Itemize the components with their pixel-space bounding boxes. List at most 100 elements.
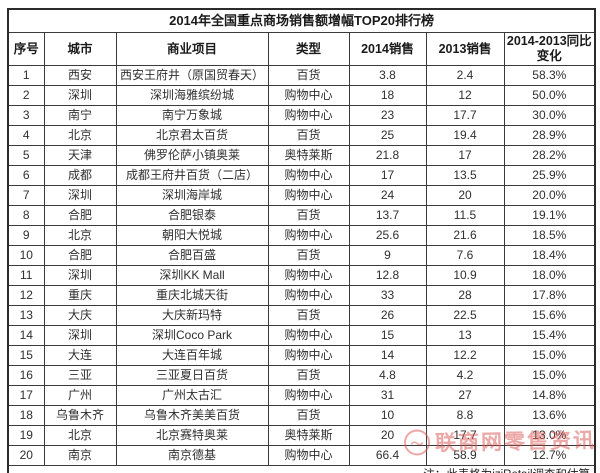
cell-project: 广州太古汇 <box>115 385 269 406</box>
table-header-row: 序号 城市 商业项目 类型 2014销售 2013销售 2014-2013同比变… <box>7 32 596 66</box>
cell-city: 乌鲁木齐 <box>43 405 117 426</box>
cell-city: 深圳 <box>43 185 117 206</box>
cell-city: 北京 <box>43 425 117 446</box>
cell-city: 西安 <box>43 65 117 86</box>
cell-project: 乌鲁木齐美美百货 <box>115 405 269 426</box>
cell-project: 南宁万象城 <box>115 105 269 126</box>
col-header-city: 城市 <box>43 32 117 66</box>
table-row: 6 成都 成都王府井百货（二店） 购物中心 17 13.5 25.9% <box>7 165 596 186</box>
cell-sales-2013: 2.4 <box>425 65 505 86</box>
cell-type: 购物中心 <box>267 225 350 246</box>
cell-rank: 16 <box>7 365 45 386</box>
cell-city: 北京 <box>43 125 117 146</box>
cell-yoy-change: 28.9% <box>503 125 596 146</box>
cell-city: 重庆 <box>43 285 117 306</box>
cell-yoy-change: 14.8% <box>503 385 596 406</box>
col-header-yoy-change: 2014-2013同比变化 <box>503 32 596 66</box>
cell-sales-2013: 13 <box>425 325 505 346</box>
cell-sales-2014: 25.6 <box>348 225 427 246</box>
cell-sales-2013: 12.2 <box>425 345 505 366</box>
cell-city: 北京 <box>43 225 117 246</box>
cell-project: 佛罗伦萨小镇奥莱 <box>115 145 269 166</box>
cell-type: 百货 <box>267 245 350 266</box>
cell-project: 重庆北城天街 <box>115 285 269 306</box>
cell-city: 三亚 <box>43 365 117 386</box>
cell-sales-2013: 20 <box>425 185 505 206</box>
table-row: 7 深圳 深圳海岸城 购物中心 24 20 20.0% <box>7 185 596 206</box>
cell-project: 成都王府井百货（二店） <box>115 165 269 186</box>
cell-project: 南京德基 <box>115 445 269 466</box>
cell-sales-2014: 17 <box>348 165 427 186</box>
cell-sales-2014: 3.8 <box>348 65 427 86</box>
cell-project: 合肥百盛 <box>115 245 269 266</box>
cell-sales-2014: 26 <box>348 305 427 326</box>
cell-yoy-change: 28.2% <box>503 145 596 166</box>
table-row: 15 大连 大连百年城 购物中心 14 12.2 15.0% <box>7 345 596 366</box>
cell-rank: 10 <box>7 245 45 266</box>
cell-type: 奥特莱斯 <box>267 425 350 446</box>
cell-sales-2014: 10 <box>348 405 427 426</box>
cell-yoy-change: 15.4% <box>503 325 596 346</box>
cell-city: 合肥 <box>43 245 117 266</box>
cell-sales-2014: 12.8 <box>348 265 427 286</box>
cell-sales-2014: 13.7 <box>348 205 427 226</box>
cell-city: 深圳 <box>43 325 117 346</box>
cell-project: 北京君太百货 <box>115 125 269 146</box>
col-header-project: 商业项目 <box>115 32 269 66</box>
cell-yoy-change: 15.0% <box>503 365 596 386</box>
cell-rank: 7 <box>7 185 45 206</box>
table-row: 8 合肥 合肥银泰 百货 13.7 11.5 19.1% <box>7 205 596 226</box>
cell-sales-2014: 66.4 <box>348 445 427 466</box>
table-row: 11 深圳 深圳KK Mall 购物中心 12.8 10.9 18.0% <box>7 265 596 286</box>
cell-project: 深圳海雅缤纷城 <box>115 85 269 106</box>
cell-yoy-change: 13.6% <box>503 405 596 426</box>
cell-yoy-change: 15.0% <box>503 345 596 366</box>
cell-rank: 4 <box>7 125 45 146</box>
cell-sales-2013: 17 <box>425 145 505 166</box>
cell-type: 购物中心 <box>267 285 350 306</box>
cell-sales-2013: 58.9 <box>425 445 505 466</box>
table-body: 1 西安 西安王府井（原国贸春天） 百货 3.8 2.4 58.3% 2 深圳 … <box>7 65 596 466</box>
table-row: 5 天津 佛罗伦萨小镇奥莱 奥特莱斯 21.8 17 28.2% <box>7 145 596 166</box>
cell-rank: 13 <box>7 305 45 326</box>
cell-type: 百货 <box>267 365 350 386</box>
cell-city: 深圳 <box>43 265 117 286</box>
cell-sales-2013: 22.5 <box>425 305 505 326</box>
cell-type: 奥特莱斯 <box>267 145 350 166</box>
cell-sales-2014: 18 <box>348 85 427 106</box>
cell-yoy-change: 18.0% <box>503 265 596 286</box>
cell-yoy-change: 25.9% <box>503 165 596 186</box>
cell-sales-2013: 21.6 <box>425 225 505 246</box>
cell-type: 购物中心 <box>267 105 350 126</box>
cell-type: 百货 <box>267 65 350 86</box>
table-row: 3 南宁 南宁万象城 购物中心 23 17.7 30.0% <box>7 105 596 126</box>
cell-rank: 2 <box>7 85 45 106</box>
cell-project: 朝阳大悦城 <box>115 225 269 246</box>
table-row: 10 合肥 合肥百盛 百货 9 7.6 18.4% <box>7 245 596 266</box>
cell-city: 合肥 <box>43 205 117 226</box>
cell-sales-2013: 11.5 <box>425 205 505 226</box>
sales-ranking-table: 2014年全国重点商场销售额增幅TOP20排行榜 序号 城市 商业项目 类型 2… <box>7 8 597 473</box>
cell-type: 百货 <box>267 125 350 146</box>
cell-sales-2014: 15 <box>348 325 427 346</box>
cell-sales-2013: 17.7 <box>425 425 505 446</box>
cell-sales-2013: 8.8 <box>425 405 505 426</box>
cell-type: 购物中心 <box>267 325 350 346</box>
cell-rank: 19 <box>7 425 45 446</box>
cell-sales-2014: 25 <box>348 125 427 146</box>
cell-sales-2014: 23 <box>348 105 427 126</box>
cell-type: 购物中心 <box>267 265 350 286</box>
table-row: 13 大庆 大庆新玛特 百货 26 22.5 15.6% <box>7 305 596 326</box>
cell-yoy-change: 17.8% <box>503 285 596 306</box>
cell-rank: 12 <box>7 285 45 306</box>
col-header-type: 类型 <box>267 32 350 66</box>
table-row: 9 北京 朝阳大悦城 购物中心 25.6 21.6 18.5% <box>7 225 596 246</box>
table-row: 4 北京 北京君太百货 百货 25 19.4 28.9% <box>7 125 596 146</box>
cell-rank: 1 <box>7 65 45 86</box>
cell-type: 购物中心 <box>267 445 350 466</box>
col-header-sales-2014: 2014销售 <box>348 32 427 66</box>
cell-sales-2013: 4.2 <box>425 365 505 386</box>
table-row: 12 重庆 重庆北城天街 购物中心 33 28 17.8% <box>7 285 596 306</box>
cell-sales-2013: 19.4 <box>425 125 505 146</box>
cell-type: 购物中心 <box>267 165 350 186</box>
